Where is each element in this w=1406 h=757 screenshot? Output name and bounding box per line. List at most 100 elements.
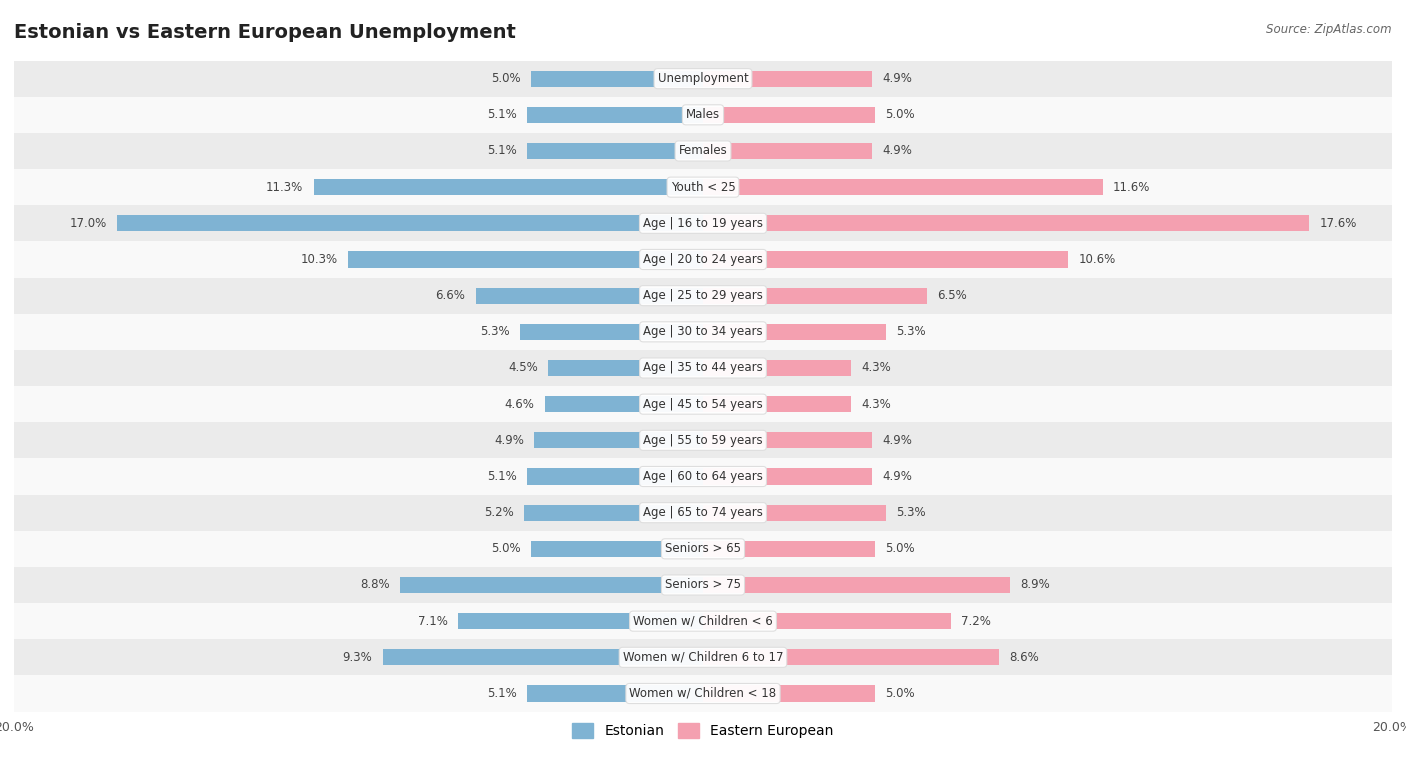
Text: 4.9%: 4.9%	[882, 145, 912, 157]
Text: 4.9%: 4.9%	[882, 470, 912, 483]
Text: 5.0%: 5.0%	[886, 687, 915, 700]
Bar	[527, 143, 703, 159]
Text: 10.6%: 10.6%	[1078, 253, 1116, 266]
Text: 6.6%: 6.6%	[436, 289, 465, 302]
Bar	[703, 70, 872, 87]
Bar	[703, 540, 875, 557]
Text: Unemployment: Unemployment	[658, 72, 748, 85]
Text: 4.9%: 4.9%	[494, 434, 524, 447]
Bar	[703, 685, 875, 702]
Bar	[544, 396, 703, 413]
Text: 5.3%: 5.3%	[896, 506, 925, 519]
Text: Women w/ Children < 18: Women w/ Children < 18	[630, 687, 776, 700]
Text: Males: Males	[686, 108, 720, 121]
Bar	[703, 650, 1000, 665]
Text: Age | 65 to 74 years: Age | 65 to 74 years	[643, 506, 763, 519]
Bar	[382, 650, 703, 665]
Bar	[527, 469, 703, 484]
Text: Females: Females	[679, 145, 727, 157]
Bar	[703, 432, 872, 448]
Text: 5.3%: 5.3%	[481, 326, 510, 338]
Text: 6.5%: 6.5%	[938, 289, 967, 302]
Text: Age | 16 to 19 years: Age | 16 to 19 years	[643, 217, 763, 230]
Text: 9.3%: 9.3%	[343, 651, 373, 664]
Text: Estonian vs Eastern European Unemployment: Estonian vs Eastern European Unemploymen…	[14, 23, 516, 42]
Bar	[399, 577, 703, 593]
Text: Women w/ Children 6 to 17: Women w/ Children 6 to 17	[623, 651, 783, 664]
Bar	[534, 432, 703, 448]
Text: 11.3%: 11.3%	[266, 181, 304, 194]
Bar	[520, 324, 703, 340]
Bar	[527, 107, 703, 123]
Bar	[524, 504, 703, 521]
Text: Age | 55 to 59 years: Age | 55 to 59 years	[643, 434, 763, 447]
Text: 8.6%: 8.6%	[1010, 651, 1039, 664]
Bar	[703, 396, 851, 413]
Text: 7.1%: 7.1%	[418, 615, 449, 628]
Text: 17.6%: 17.6%	[1320, 217, 1357, 230]
Bar	[703, 504, 886, 521]
Text: Youth < 25: Youth < 25	[671, 181, 735, 194]
Text: 5.1%: 5.1%	[488, 470, 517, 483]
Text: Seniors > 65: Seniors > 65	[665, 542, 741, 556]
Text: 17.0%: 17.0%	[70, 217, 107, 230]
Text: Age | 35 to 44 years: Age | 35 to 44 years	[643, 362, 763, 375]
Bar	[475, 288, 703, 304]
Text: Age | 25 to 29 years: Age | 25 to 29 years	[643, 289, 763, 302]
Bar	[703, 179, 1102, 195]
Bar	[14, 567, 1392, 603]
Bar	[314, 179, 703, 195]
Text: Age | 60 to 64 years: Age | 60 to 64 years	[643, 470, 763, 483]
Bar	[14, 494, 1392, 531]
Bar	[14, 603, 1392, 639]
Bar	[14, 205, 1392, 241]
Bar	[14, 97, 1392, 133]
Bar	[703, 577, 1010, 593]
Text: 5.1%: 5.1%	[488, 687, 517, 700]
Text: 5.1%: 5.1%	[488, 108, 517, 121]
Bar	[14, 639, 1392, 675]
Text: Source: ZipAtlas.com: Source: ZipAtlas.com	[1267, 23, 1392, 36]
Bar	[117, 215, 703, 232]
Text: 5.0%: 5.0%	[886, 108, 915, 121]
Text: 5.0%: 5.0%	[491, 72, 520, 85]
Text: Women w/ Children < 6: Women w/ Children < 6	[633, 615, 773, 628]
Text: Age | 45 to 54 years: Age | 45 to 54 years	[643, 397, 763, 410]
Text: 4.6%: 4.6%	[505, 397, 534, 410]
Text: 5.3%: 5.3%	[896, 326, 925, 338]
Bar	[14, 350, 1392, 386]
Bar	[14, 61, 1392, 97]
Text: 11.6%: 11.6%	[1114, 181, 1150, 194]
Bar	[548, 360, 703, 376]
Text: 4.5%: 4.5%	[508, 362, 537, 375]
Bar	[458, 613, 703, 629]
Text: 4.3%: 4.3%	[862, 397, 891, 410]
Bar	[703, 215, 1309, 232]
Bar	[527, 685, 703, 702]
Bar	[14, 133, 1392, 169]
Bar	[14, 278, 1392, 313]
Legend: Estonian, Eastern European: Estonian, Eastern European	[567, 718, 839, 743]
Bar	[703, 613, 950, 629]
Text: 5.1%: 5.1%	[488, 145, 517, 157]
Bar	[349, 251, 703, 268]
Bar	[531, 70, 703, 87]
Text: 8.9%: 8.9%	[1019, 578, 1050, 591]
Bar	[14, 675, 1392, 712]
Bar	[531, 540, 703, 557]
Text: Age | 20 to 24 years: Age | 20 to 24 years	[643, 253, 763, 266]
Text: 5.0%: 5.0%	[886, 542, 915, 556]
Text: 4.9%: 4.9%	[882, 72, 912, 85]
Text: 4.3%: 4.3%	[862, 362, 891, 375]
Bar	[703, 360, 851, 376]
Bar	[14, 169, 1392, 205]
Bar	[703, 251, 1069, 268]
Bar	[703, 288, 927, 304]
Bar	[703, 143, 872, 159]
Text: Seniors > 75: Seniors > 75	[665, 578, 741, 591]
Text: 10.3%: 10.3%	[301, 253, 337, 266]
Text: Age | 30 to 34 years: Age | 30 to 34 years	[643, 326, 763, 338]
Bar	[14, 531, 1392, 567]
Text: 5.0%: 5.0%	[491, 542, 520, 556]
Bar	[703, 107, 875, 123]
